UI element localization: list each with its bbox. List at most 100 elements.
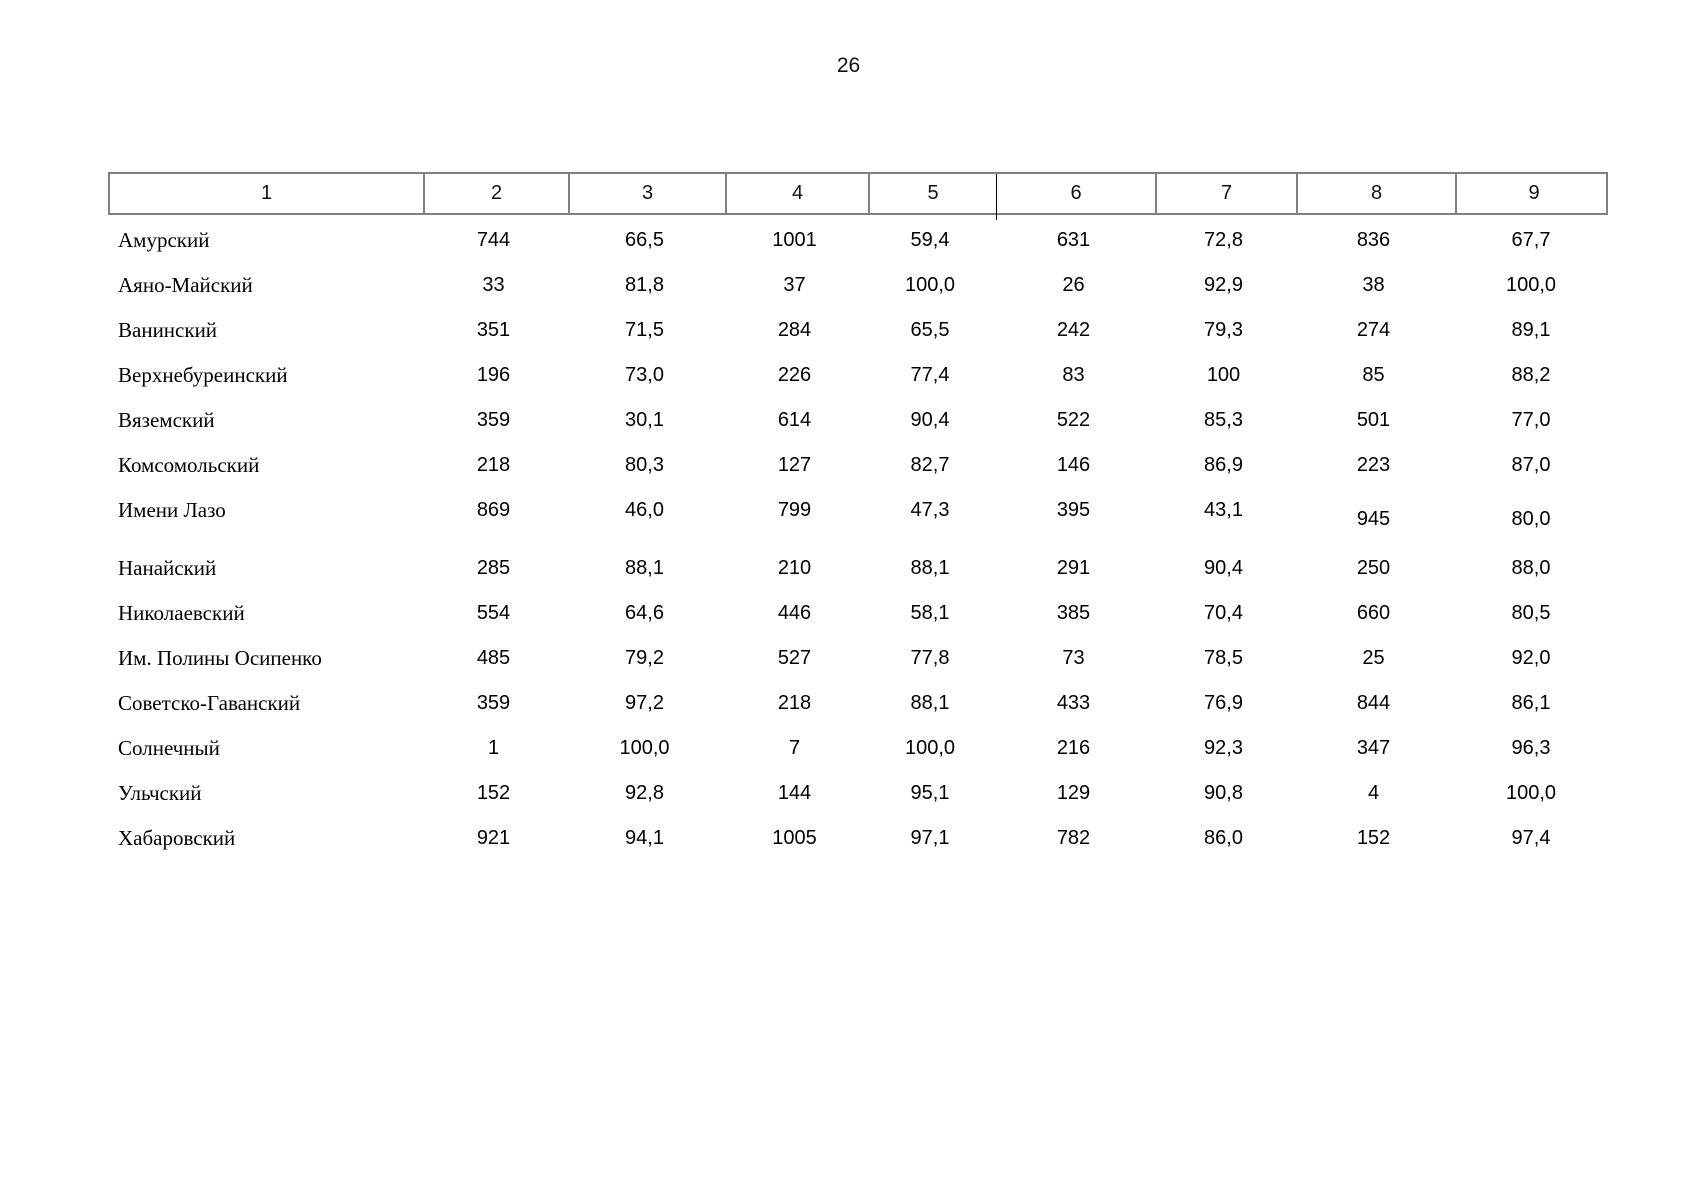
page-number: 26 (836, 54, 861, 77)
value-cell: 554 (476, 602, 511, 624)
value-cell: 284 (777, 319, 812, 341)
header-cell-7: 7 (1155, 174, 1296, 213)
value-cell: 86,0 (1204, 827, 1243, 849)
value-cell: 242 (1056, 319, 1091, 341)
value-cell: 65,5 (910, 319, 950, 341)
value-cell: 869 (476, 499, 511, 521)
value-cell: 77,4 (910, 364, 950, 386)
value-cell: 921 (476, 827, 511, 849)
value-cell: 433 (1056, 692, 1091, 714)
district-name: Хабаровский (118, 826, 236, 850)
value-cell: 250 (1356, 557, 1391, 579)
value-cell: 66,5 (625, 229, 664, 251)
value-cell: 152 (476, 782, 511, 804)
district-name: Им. Полины Осипенко (118, 646, 322, 670)
value-cell: 614 (777, 409, 812, 431)
value-cell: 67,7 (1511, 229, 1551, 251)
table-body: Амурский 744 66,5 1001 59,4 631 72,8 836 67,7 Аян… (108, 215, 1608, 861)
district-name: Советско-Гаванский (118, 691, 301, 715)
value-cell: 527 (777, 647, 812, 669)
value-cell: 274 (1356, 319, 1391, 341)
value-cell: 88,1 (910, 557, 950, 579)
value-cell: 351 (476, 319, 511, 341)
value-cell: 30,1 (625, 409, 664, 431)
header-cell-3: 3 (568, 174, 725, 213)
table-row: Аяно-Майский 33 81,8 37 100,0 26 92,9 38 100,0 (108, 263, 1608, 308)
value-cell: 100 (1206, 364, 1241, 386)
value-cell: 92,9 (1204, 274, 1243, 296)
value-cell: 660 (1356, 602, 1391, 624)
value-cell: 85,3 (1204, 409, 1243, 431)
value-cell: 196 (476, 364, 511, 386)
value-cell: 94,1 (625, 827, 664, 849)
value-cell: 92,3 (1204, 737, 1243, 759)
district-name: Николаевский (118, 601, 245, 625)
value-cell: 152 (1356, 827, 1391, 849)
value-cell: 96,3 (1511, 737, 1551, 759)
value-cell: 210 (777, 557, 812, 579)
value-cell: 216 (1056, 737, 1091, 759)
table-row: Ванинский 351 71,5 284 65,5 242 79,3 274 89,1 (108, 308, 1608, 353)
value-cell: 79,3 (1204, 319, 1243, 341)
value-cell: 144 (777, 782, 812, 804)
district-name: Нанайский (118, 556, 217, 580)
table-row: Хабаровский 921 94,1 1005 97,1 782 86,0 152 97,4 (108, 816, 1608, 861)
district-name: Ванинский (118, 318, 218, 342)
value-cell: 88,0 (1511, 557, 1551, 579)
value-cell: 46,0 (625, 499, 664, 521)
value-cell: 100,0 (619, 737, 670, 759)
district-name: Амурский (118, 228, 210, 252)
header-cell-5: 5 (868, 174, 996, 213)
value-cell: 85 (1362, 364, 1385, 386)
value-cell: 77,0 (1511, 409, 1551, 431)
value-cell: 100,0 (1505, 274, 1557, 296)
district-name: Аяно-Майский (118, 273, 253, 297)
table-row: Верхнебуреинский 196 73,0 226 77,4 83 100 85 88,… (108, 353, 1608, 398)
table-row: Ульчский 152 92,8 144 95,1 129 90,8 4 100,0 (108, 771, 1608, 816)
value-cell: 47,3 (910, 499, 950, 521)
header-cell-8: 8 (1296, 174, 1455, 213)
value-cell: 76,9 (1204, 692, 1243, 714)
value-cell: 77,8 (910, 647, 950, 669)
value-cell: 87,0 (1511, 454, 1551, 476)
value-cell: 71,5 (625, 319, 664, 341)
value-cell: 80,5 (1511, 602, 1551, 624)
value-cell: 501 (1356, 409, 1391, 431)
district-name: Верхнебуреинский (118, 363, 288, 387)
header-cell-4: 4 (725, 174, 868, 213)
value-cell: 359 (476, 692, 511, 714)
value-cell: 58,1 (910, 602, 950, 624)
district-name: Ульчский (118, 781, 202, 805)
value-cell: 218 (476, 454, 511, 476)
value-cell: 7 (788, 737, 801, 759)
value-cell: 226 (777, 364, 812, 386)
value-cell: 59,4 (910, 229, 950, 251)
value-cell: 92,8 (625, 782, 664, 804)
value-cell: 1005 (772, 827, 817, 849)
value-cell: 70,4 (1204, 602, 1243, 624)
value-cell: 223 (1356, 454, 1391, 476)
table-row: Имени Лазо 869 46,0 799 47,3 395 43,1 945 80,0 (108, 488, 1608, 533)
value-cell: 782 (1056, 827, 1091, 849)
value-cell: 4 (1367, 782, 1380, 804)
value-cell: 90,4 (1204, 557, 1243, 579)
value-cell: 100,0 (1505, 782, 1557, 804)
table-row: Нанайский 285 88,1 210 88,1 291 90,4 250 88,0 (108, 546, 1608, 591)
value-cell: 97,2 (625, 692, 664, 714)
value-cell: 38 (1362, 274, 1385, 296)
value-cell: 80,0 (1511, 508, 1551, 530)
value-cell: 744 (476, 229, 511, 251)
value-cell: 95,1 (910, 782, 950, 804)
value-cell: 385 (1056, 602, 1091, 624)
value-cell: 81,8 (625, 274, 664, 296)
value-cell: 79,2 (625, 647, 664, 669)
value-cell: 90,4 (910, 409, 950, 431)
value-cell: 86,1 (1511, 692, 1551, 714)
value-cell: 88,1 (910, 692, 950, 714)
value-cell: 291 (1056, 557, 1091, 579)
value-cell: 64,6 (625, 602, 664, 624)
value-cell: 522 (1056, 409, 1091, 431)
